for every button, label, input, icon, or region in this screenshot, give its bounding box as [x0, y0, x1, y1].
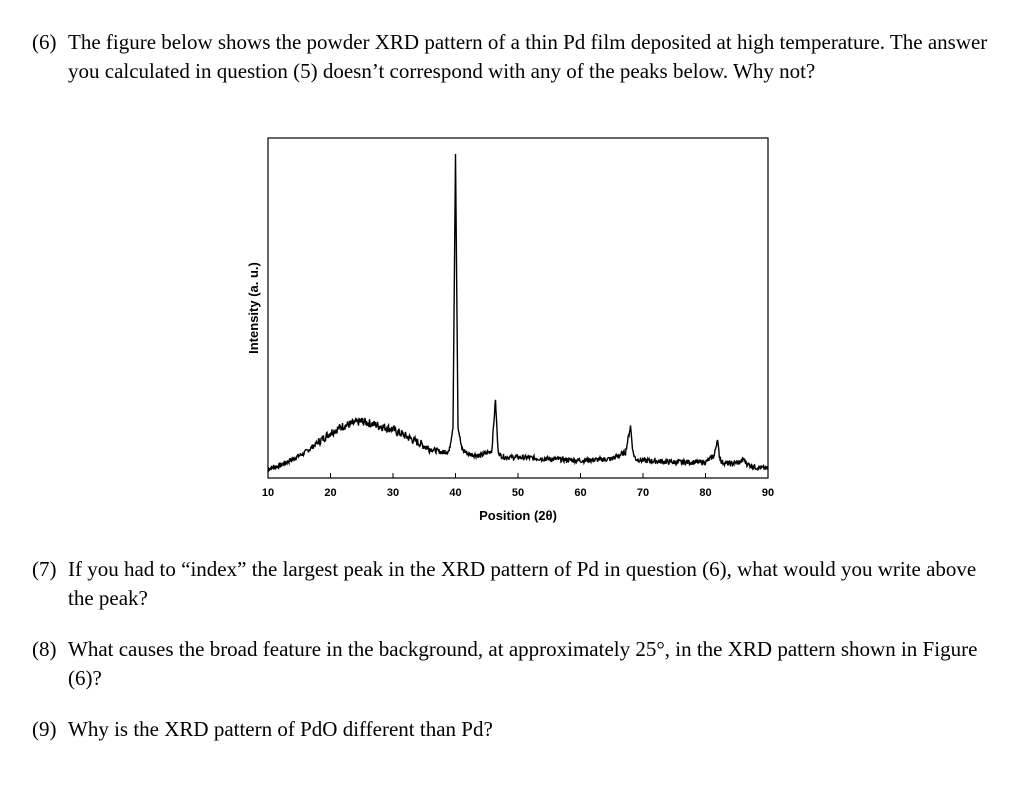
question-6: (6) The figure below shows the powder XR…: [32, 28, 992, 86]
x-tick-label: 20: [324, 487, 336, 499]
x-tick-label: 30: [387, 487, 399, 499]
y-axis-label: Intensity (a. u.): [246, 262, 261, 354]
x-tick-label: 90: [762, 487, 774, 499]
question-7: (7) If you had to “index” the largest pe…: [32, 555, 992, 613]
question-number: (9): [32, 717, 57, 741]
x-ticks: [267, 473, 769, 478]
question-number: (6): [32, 30, 57, 54]
question-text: The figure below shows the powder XRD pa…: [68, 30, 988, 83]
x-axis-label: Position (2θ): [479, 508, 557, 523]
x-tick-label: 40: [449, 487, 461, 499]
question-9: (9) Why is the XRD pattern of PdO differ…: [32, 715, 992, 744]
question-8: (8) What causes the broad feature in the…: [32, 635, 992, 693]
x-tick-labels: 10 20 30 40 50 60 70 80 90: [262, 487, 774, 499]
x-tick-label: 80: [699, 487, 711, 499]
xrd-pattern-chart: 10 20 30 40 50 60 70 80 90 Position (2θ) Intensi…: [246, 137, 774, 523]
x-tick-label: 50: [512, 487, 524, 499]
question-text: What causes the broad feature in the bac…: [68, 637, 978, 690]
question-number: (7): [32, 557, 57, 581]
series-line: [267, 153, 769, 473]
x-tick-label: 10: [262, 487, 274, 499]
x-tick-label: 60: [574, 487, 586, 499]
x-tick-label: 70: [637, 487, 649, 499]
question-number: (8): [32, 637, 57, 661]
question-text: Why is the XRD pattern of PdO different …: [68, 717, 493, 741]
question-text: If you had to “index” the largest peak i…: [68, 557, 977, 610]
